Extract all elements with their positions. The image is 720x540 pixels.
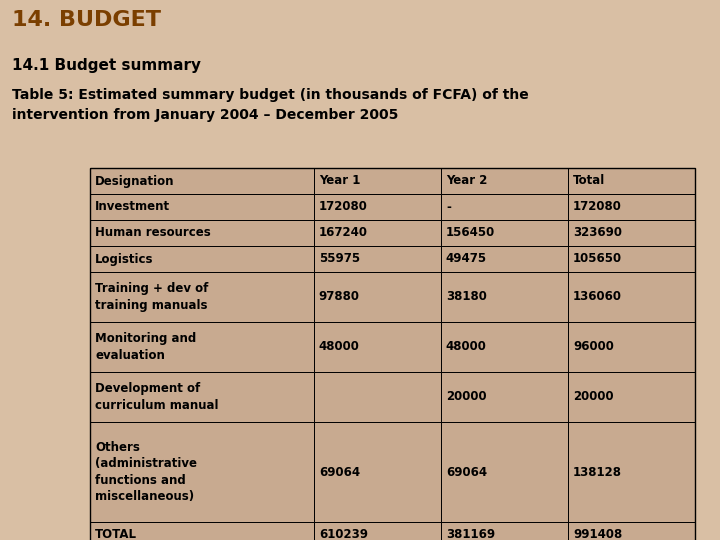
Text: 381169: 381169 [446,529,495,540]
Bar [441,322,568,372]
Bar [568,422,695,522]
Bar [90,522,314,540]
Bar [568,220,695,246]
Bar [90,246,314,272]
Bar [314,522,441,540]
Text: Investment: Investment [95,200,170,213]
Text: Logistics: Logistics [95,253,153,266]
Bar [568,322,695,372]
Text: 172080: 172080 [573,200,622,213]
Bar [90,322,314,372]
Bar [441,272,568,322]
Text: Year 2: Year 2 [446,174,487,187]
Bar [441,246,568,272]
Text: 96000: 96000 [573,341,614,354]
Text: 610239: 610239 [319,529,368,540]
Bar [90,220,314,246]
Bar [314,246,441,272]
Text: 172080: 172080 [319,200,368,213]
Text: 38180: 38180 [446,291,487,303]
Bar [314,220,441,246]
Text: Training + dev of
training manuals: Training + dev of training manuals [95,282,208,312]
Bar [90,194,314,220]
Text: 14. BUDGET: 14. BUDGET [12,10,161,30]
Bar [568,522,695,540]
Bar [568,372,695,422]
Text: 48000: 48000 [319,341,360,354]
Text: Year 1: Year 1 [319,174,360,187]
Bar [441,194,568,220]
Bar [441,522,568,540]
Text: TOTAL: TOTAL [95,529,137,540]
Text: Table 5: Estimated summary budget (in thousands of FCFA) of the
intervention fro: Table 5: Estimated summary budget (in th… [12,88,528,122]
Text: Development of
curriculum manual: Development of curriculum manual [95,382,218,411]
Text: 138128: 138128 [573,465,622,478]
Text: 323690: 323690 [573,226,622,240]
Text: 20000: 20000 [573,390,613,403]
Text: 49475: 49475 [446,253,487,266]
Bar [441,422,568,522]
Text: 69064: 69064 [446,465,487,478]
Bar [568,272,695,322]
Bar [90,422,314,522]
Text: 55975: 55975 [319,253,360,266]
Text: Total: Total [573,174,606,187]
Text: -: - [446,200,451,213]
Text: 69064: 69064 [319,465,360,478]
Text: 48000: 48000 [446,341,487,354]
Text: 991408: 991408 [573,529,622,540]
Bar [441,372,568,422]
Bar [90,168,695,540]
Text: Others
(administrative
functions and
miscellaneous): Others (administrative functions and mis… [95,441,197,503]
Bar [568,168,695,194]
Text: 167240: 167240 [319,226,368,240]
Text: 20000: 20000 [446,390,487,403]
Bar [568,246,695,272]
Text: 156450: 156450 [446,226,495,240]
Bar [568,194,695,220]
Bar [441,220,568,246]
Bar [90,372,314,422]
Text: 105650: 105650 [573,253,622,266]
Text: 97880: 97880 [319,291,360,303]
Text: 14.1 Budget summary: 14.1 Budget summary [12,58,201,73]
Text: Human resources: Human resources [95,226,211,240]
Bar [441,168,568,194]
Text: Designation: Designation [95,174,174,187]
Bar [314,194,441,220]
Bar [314,272,441,322]
Bar [314,372,441,422]
Bar [314,322,441,372]
Bar [314,168,441,194]
Bar [90,272,314,322]
Bar [90,168,314,194]
Text: Monitoring and
evaluation: Monitoring and evaluation [95,332,197,362]
Text: 136060: 136060 [573,291,622,303]
Bar [314,422,441,522]
